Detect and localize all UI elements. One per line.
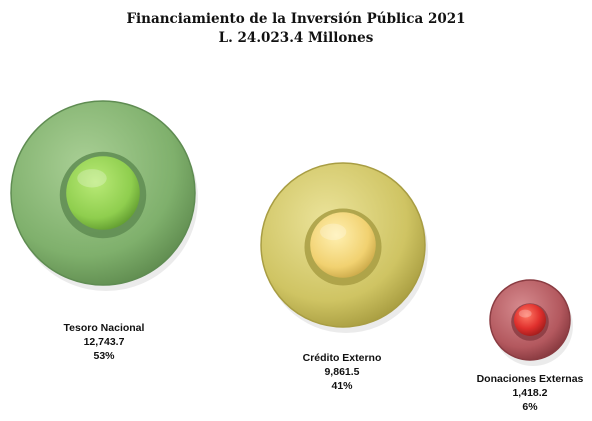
bubble-highlight-2	[518, 309, 532, 318]
category-label-2: Donaciones Externas	[477, 373, 584, 385]
chart-subtitle: L. 24.023.4 Millones	[219, 30, 374, 46]
value-label-2: 1,418.2	[512, 387, 547, 399]
value-label-1: 9,861.5	[324, 366, 359, 378]
percent-label-2: 6%	[522, 401, 538, 413]
bubbles	[10, 100, 573, 366]
bubble-highlight-1	[320, 223, 347, 241]
bubble-highlight-0	[77, 169, 107, 188]
chart-title: Financiamiento de la Inversión Pública 2…	[126, 11, 465, 27]
percent-label-1: 41%	[331, 380, 353, 392]
category-label-1: Crédito Externo	[303, 352, 382, 364]
percent-label-0: 53%	[93, 350, 115, 362]
category-label-0: Tesoro Nacional	[64, 322, 145, 334]
value-label-0: 12,743.7	[84, 336, 125, 348]
bubble-inner-0	[66, 156, 140, 230]
bubble-inner-1	[310, 212, 376, 278]
bubble-inner-2	[514, 304, 546, 336]
